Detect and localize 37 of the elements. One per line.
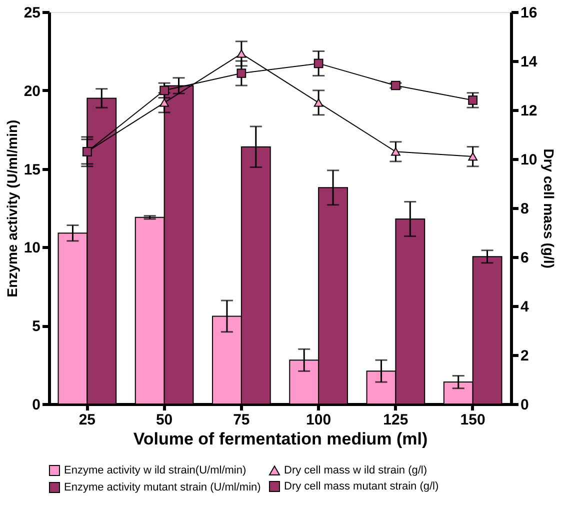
- legend-label: Enzyme activity w ild strain(U/ml/min): [64, 464, 246, 476]
- y2-tick-label: 10: [520, 152, 538, 168]
- point: [236, 68, 246, 78]
- x-tick-label: 100: [306, 412, 332, 428]
- y2-tick-label: 12: [520, 102, 538, 120]
- legend-label: Dry cell mass mutant strain (g/l): [284, 480, 439, 492]
- point: [160, 98, 169, 107]
- y2-axis-title: Dry cell mass (g/l): [541, 148, 558, 268]
- y-tick-label: 25: [24, 4, 40, 22]
- y-tick-label: 0: [32, 396, 40, 414]
- point: [468, 152, 478, 161]
- y-tick-label: 20: [24, 82, 40, 100]
- legend-label: Dry cell mass w ild strain (g/l): [284, 464, 428, 476]
- y-tick-label: 5: [32, 318, 40, 336]
- x-tick-label: 150: [460, 412, 486, 428]
- point: [391, 148, 400, 156]
- y2-tick-label: 8: [520, 200, 529, 218]
- x-axis-title: Volume of fermentation medium (ml): [133, 430, 428, 448]
- y2-tick-label: 0: [520, 396, 529, 414]
- point: [314, 98, 324, 107]
- y-tick-label: 15: [24, 161, 40, 178]
- point: [468, 96, 478, 105]
- y2-tick-label: 16: [520, 4, 538, 22]
- point: [236, 50, 246, 58]
- x-tick-label: 75: [233, 412, 250, 428]
- point: [314, 58, 324, 68]
- y2-tick-label: 6: [520, 250, 529, 266]
- y-axis-title: Enzyme activity (U/ml/min): [4, 120, 20, 298]
- y-tick-label: 10: [24, 240, 40, 257]
- x-tick-label: 50: [156, 412, 173, 428]
- y2-tick-label: 14: [520, 54, 538, 70]
- y2-tick-label: 4: [520, 298, 530, 316]
- point: [160, 86, 169, 96]
- x-tick-label: 125: [383, 412, 408, 428]
- legend-label: Enzyme activity mutant strain (U/ml/min): [64, 482, 261, 494]
- x-tick-label: 25: [78, 412, 96, 428]
- y2-tick-label: 2: [520, 348, 529, 364]
